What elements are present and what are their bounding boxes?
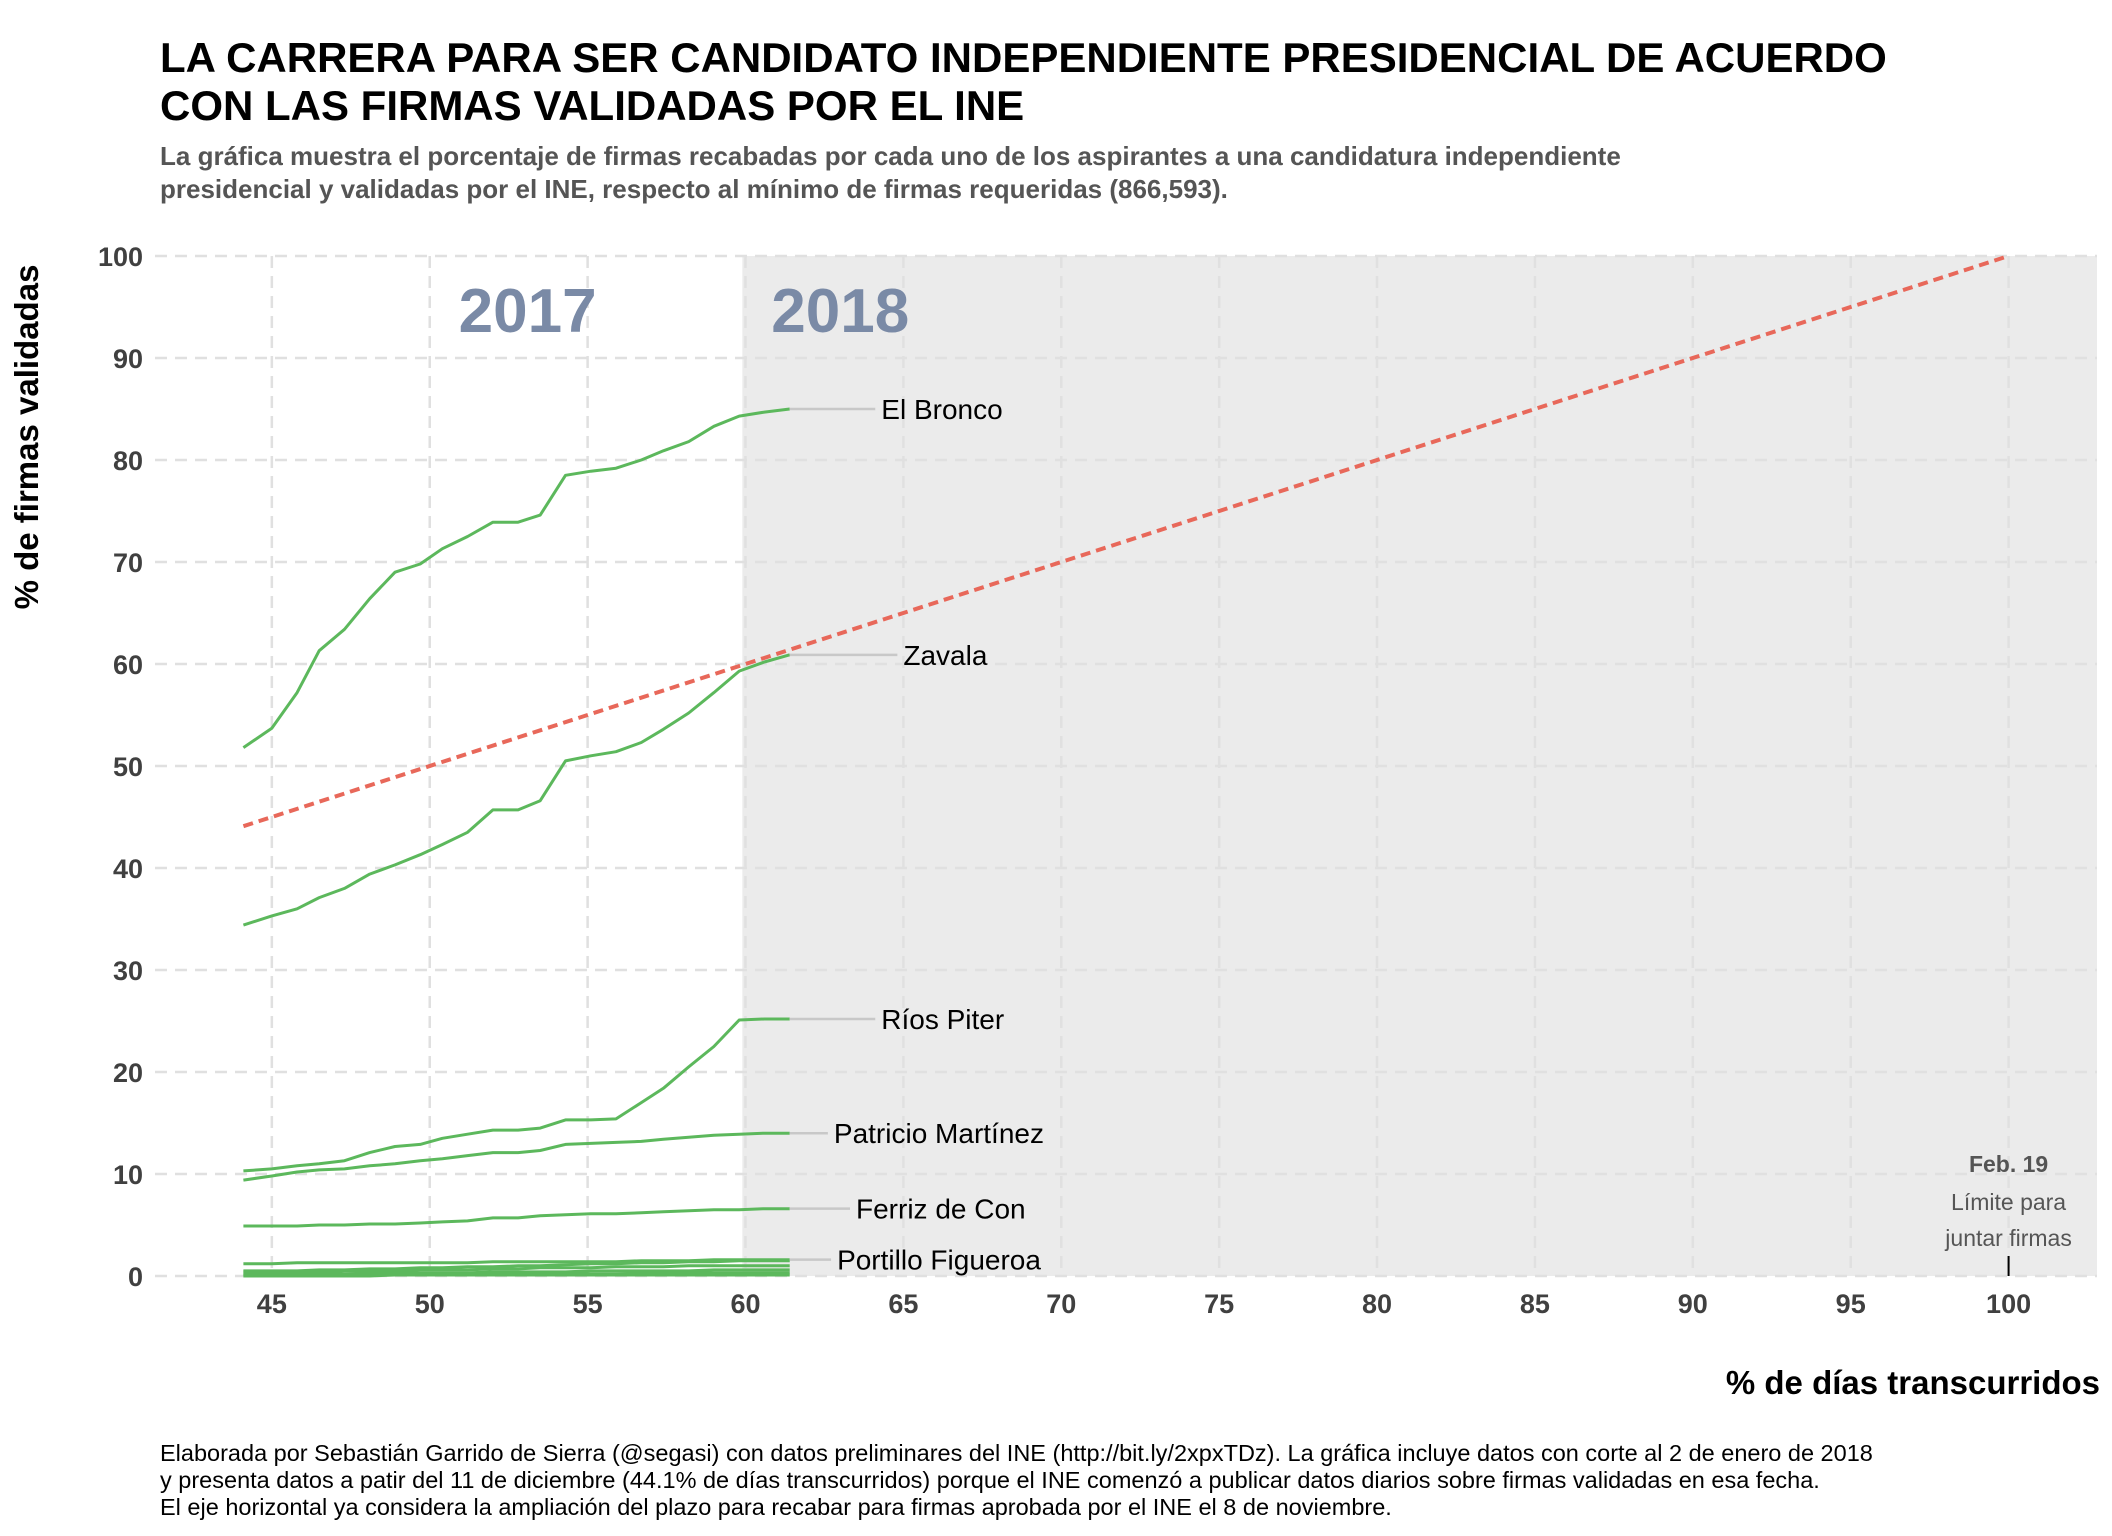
series-line-8 (243, 1264, 790, 1274)
series-label-ferriz-de-con: Ferriz de Con (856, 1194, 1026, 1225)
series-layer (242, 407, 791, 1278)
y-axis-title: % de firmas validadas (8, 265, 45, 610)
chart-caption: Elaborada por Sebastián Garrido de Sierr… (160, 1440, 2100, 1521)
chart-title: LA CARRERA PARA SER CANDIDATO INDEPENDIE… (160, 34, 2060, 130)
caption-line-2: y presenta datos a patir del 11 de dicie… (160, 1467, 1820, 1493)
series-label-portillo-figueroa: Portillo Figueroa (837, 1245, 1041, 1276)
year-label-2017: 2017 (459, 277, 597, 346)
series-label-zavala: Zavala (903, 640, 987, 671)
series-line-zavala (242, 653, 791, 927)
y-tick-label-0: 0 (128, 1262, 143, 1292)
x-tick-label-55: 55 (573, 1289, 603, 1319)
deadline-title: Feb. 19 (1969, 1151, 2048, 1177)
y-tick-label-10: 10 (113, 1160, 143, 1190)
chart-subtitle-line-1: La gráfica muestra el porcentaje de firm… (160, 141, 1621, 171)
y-tick-label-70: 70 (113, 548, 143, 578)
x-tick-label-80: 80 (1362, 1289, 1392, 1319)
series-line-11 (243, 1273, 790, 1278)
x-tick-label-90: 90 (1678, 1289, 1708, 1319)
year-label-2018: 2018 (771, 277, 909, 346)
reference-line (242, 254, 2010, 829)
x-tick-label-75: 75 (1204, 1289, 1234, 1319)
y-tick-label-100: 100 (98, 242, 143, 272)
y-tick-label-50: 50 (113, 752, 143, 782)
x-tick-label-100: 100 (1986, 1289, 2031, 1319)
deadline-annotation: Feb. 19 Límite para juntar firmas (1944, 1151, 2072, 1276)
chart-title-line-1: LA CARRERA PARA SER CANDIDATO INDEPENDIE… (160, 34, 1887, 81)
series-line-patricio-mart-nez (243, 1131, 790, 1182)
series-line-el-bronco (242, 407, 790, 749)
series-line-r-os-piter (243, 1017, 790, 1173)
chart-title-line-2: CON LAS FIRMAS VALIDADAS POR EL INE (160, 82, 1025, 129)
caption-line-3: El eje horizontal ya considera la amplia… (160, 1494, 1392, 1520)
x-tick-label-60: 60 (730, 1289, 760, 1319)
chart-subtitle: La gráfica muestra el porcentaje de firm… (160, 140, 2060, 206)
chart-subtitle-line-2: presidencial y validadas por el INE, res… (160, 174, 1228, 204)
year-labels-layer: 2017 2018 (459, 277, 910, 346)
y-tick-label-30: 30 (113, 956, 143, 986)
ticks-layer: 0 10 20 30 40 50 60 70 80 90 100 45 50 55 60 65 70 75 80 85… (98, 242, 2031, 1319)
x-tick-label-95: 95 (1836, 1289, 1866, 1319)
series-label-el-bronco: El Bronco (881, 394, 1002, 425)
series-line-ferriz-de-con (243, 1207, 790, 1228)
y-tick-label-20: 20 (113, 1058, 143, 1088)
x-tick-label-85: 85 (1520, 1289, 1550, 1319)
series-label-patricio-mart-nez: Patricio Martínez (834, 1118, 1044, 1149)
x-axis-title: % de días transcurridos (1726, 1364, 2100, 1401)
y-tick-label-80: 80 (113, 446, 143, 476)
y-tick-label-90: 90 (113, 344, 143, 374)
reference-line-layer (242, 254, 2010, 829)
grid-layer (155, 254, 2097, 1278)
caption-line-1: Elaborada por Sebastián Garrido de Sierr… (160, 1440, 1873, 1466)
x-tick-label-45: 45 (257, 1289, 287, 1319)
y-tick-label-40: 40 (113, 854, 143, 884)
x-tick-label-65: 65 (888, 1289, 918, 1319)
deadline-text-1: Límite para (1951, 1189, 2066, 1215)
x-tick-label-70: 70 (1046, 1289, 1076, 1319)
series-label-r-os-piter: Ríos Piter (881, 1004, 1004, 1035)
deadline-text-2: juntar firmas (1944, 1225, 2072, 1251)
x-tick-label-50: 50 (415, 1289, 445, 1319)
series-labels-layer: El Bronco Zavala Ríos Piter Patricio Martín… (789, 394, 1044, 1276)
y-tick-label-60: 60 (113, 650, 143, 680)
